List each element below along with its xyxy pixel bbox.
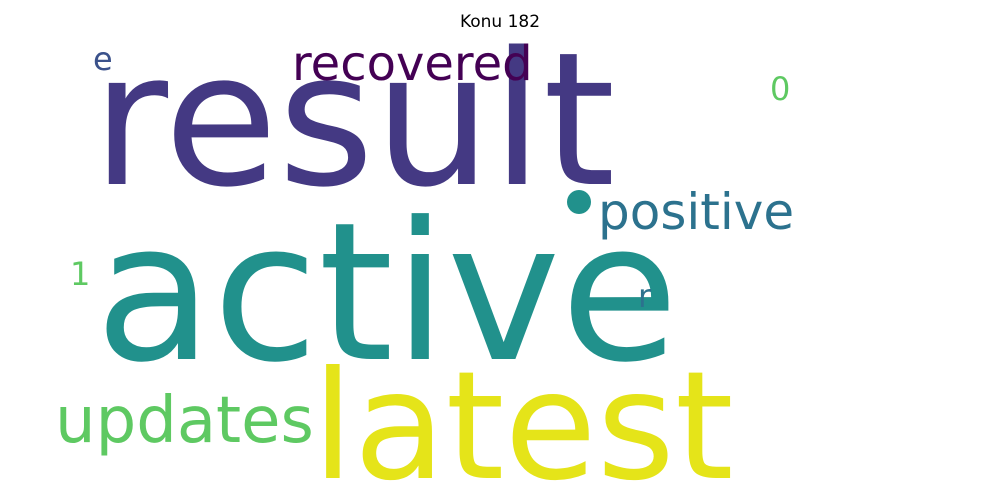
word-recovered: recovered (292, 36, 533, 92)
word-active: active (95, 182, 679, 405)
word-one: 1 (70, 255, 91, 293)
word-updates: updates (55, 384, 314, 458)
word-result: result (92, 12, 616, 228)
word-zero: 0 (770, 70, 791, 108)
word-r: r (638, 277, 652, 315)
word-latest: latest (312, 340, 734, 500)
chart-title: Konu 182 (459, 12, 541, 32)
word-e: e (93, 40, 113, 78)
word-positive: positive (598, 183, 795, 241)
word-dot (567, 190, 591, 214)
